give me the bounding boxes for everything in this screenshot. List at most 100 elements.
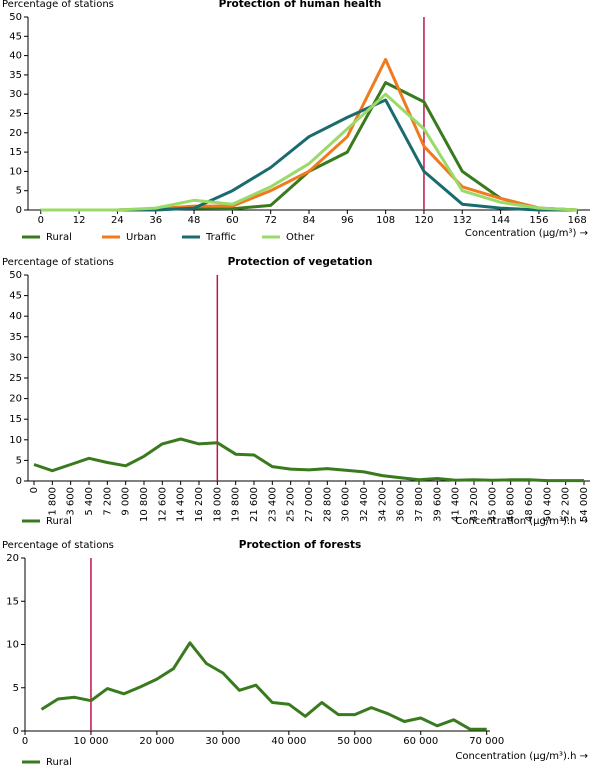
x-tick-label: 30 600 xyxy=(341,487,352,522)
y-tick-label: 0 xyxy=(16,476,22,487)
x-tick-label: 60 xyxy=(226,215,239,226)
x-tick-label: 132 xyxy=(453,215,472,226)
x-tick-label: 1 800 xyxy=(47,487,58,516)
x-tick-label: 108 xyxy=(376,215,395,226)
y-tick-label: 20 xyxy=(9,128,22,139)
x-tick-label: 10 800 xyxy=(139,487,150,522)
x-tick-label: 32 400 xyxy=(359,487,370,522)
x-tick-label: 16 200 xyxy=(194,487,205,522)
legend-label: Urban xyxy=(126,232,156,243)
x-tick-label: 60 000 xyxy=(403,736,438,747)
x-tick-label: 20 000 xyxy=(139,736,174,747)
x-tick-label: 14 400 xyxy=(176,487,187,522)
x-tick-label: 120 xyxy=(414,215,433,226)
x-tick-label: 25 200 xyxy=(286,487,297,522)
x-tick-label: 12 600 xyxy=(157,487,168,522)
x-tick-label: 54 000 xyxy=(579,487,590,522)
legend-label: Rural xyxy=(46,232,72,243)
y-tick-label: 20 xyxy=(9,394,22,405)
x-tick-label: 50 000 xyxy=(337,736,372,747)
x-tick-label: 0 xyxy=(29,487,40,493)
y-tick-label: 35 xyxy=(9,70,22,81)
x-tick-label: 12 xyxy=(73,215,86,226)
y-tick-label: 15 xyxy=(9,147,22,158)
y-tick-label: 45 xyxy=(9,291,22,302)
chart-title: Protection of vegetation xyxy=(228,256,373,268)
x-tick-label: 45 000 xyxy=(487,487,498,522)
x-tick-label: 21 600 xyxy=(249,487,260,522)
y-tick-label: 0 xyxy=(13,726,19,737)
y-tick-label: 0 xyxy=(16,205,22,216)
x-tick-label: 84 xyxy=(303,215,316,226)
x-tick-label: 36 000 xyxy=(396,487,407,522)
series-line xyxy=(33,437,584,483)
x-tick-label: 28 800 xyxy=(322,487,333,522)
y-axis-label: Percentage of stations xyxy=(2,257,114,268)
x-tick-label: 0 xyxy=(38,215,44,226)
y-tick-label: 20 xyxy=(6,553,19,564)
x-tick-label: 144 xyxy=(491,215,510,226)
x-tick-label: 48 600 xyxy=(524,487,535,522)
x-tick-label: 9 000 xyxy=(121,487,132,516)
x-tick-label: 23 400 xyxy=(267,487,278,522)
x-tick-label: 30 000 xyxy=(205,736,240,747)
x-tick-label: 37 800 xyxy=(414,487,425,522)
y-tick-label: 10 xyxy=(9,166,22,177)
y-tick-label: 25 xyxy=(9,373,22,384)
series-line xyxy=(40,58,578,212)
series-line xyxy=(40,92,578,212)
chart-title: Protection of forests xyxy=(239,539,361,551)
y-tick-label: 40 xyxy=(9,311,22,322)
x-tick-label: 43 200 xyxy=(469,487,480,522)
x-tick-label: 96 xyxy=(341,215,354,226)
x-tick-label: 24 xyxy=(111,215,124,226)
x-tick-label: 168 xyxy=(568,215,587,226)
x-tick-label: 156 xyxy=(529,215,548,226)
x-tick-label: 46 800 xyxy=(506,487,517,522)
x-tick-label: 50 400 xyxy=(542,487,553,522)
legend-label: Rural xyxy=(46,516,72,527)
x-tick-label: 39 600 xyxy=(432,487,443,522)
x-tick-label: 3 600 xyxy=(66,487,77,516)
series-line xyxy=(40,641,487,731)
y-tick-label: 10 xyxy=(6,640,19,651)
legend-label: Other xyxy=(286,232,315,243)
x-tick-label: 7 200 xyxy=(102,487,113,516)
y-tick-label: 50 xyxy=(9,12,22,23)
y-tick-label: 50 xyxy=(9,270,22,281)
legend-label: Rural xyxy=(46,757,72,768)
x-axis-label: Concentration (μg/m³) → xyxy=(465,228,588,239)
x-tick-label: 5 400 xyxy=(84,487,95,516)
y-tick-label: 15 xyxy=(6,596,19,607)
series-line xyxy=(40,98,578,212)
y-tick-label: 5 xyxy=(16,455,22,466)
x-tick-label: 70 000 xyxy=(469,736,504,747)
x-tick-label: 40 000 xyxy=(271,736,306,747)
y-tick-label: 5 xyxy=(13,683,19,694)
y-axis-label: Percentage of stations xyxy=(2,0,114,10)
x-axis-label: Concentration (μg/m³).h → xyxy=(455,516,588,527)
y-tick-label: 25 xyxy=(9,109,22,120)
x-axis-label: Concentration (μg/m³).h → xyxy=(455,751,588,762)
y-tick-label: 10 xyxy=(9,435,22,446)
series-line xyxy=(40,81,578,212)
y-tick-label: 45 xyxy=(9,31,22,42)
x-tick-label: 10 000 xyxy=(73,736,108,747)
y-tick-label: 40 xyxy=(9,51,22,62)
y-tick-label: 30 xyxy=(9,352,22,363)
y-tick-label: 35 xyxy=(9,332,22,343)
x-tick-label: 41 400 xyxy=(451,487,462,522)
x-tick-label: 72 xyxy=(264,215,277,226)
y-tick-label: 5 xyxy=(16,186,22,197)
x-tick-label: 36 xyxy=(149,215,162,226)
y-axis-label: Percentage of stations xyxy=(2,540,114,551)
x-tick-label: 27 000 xyxy=(304,487,315,522)
x-tick-label: 34 200 xyxy=(377,487,388,522)
x-tick-label: 48 xyxy=(188,215,201,226)
x-tick-label: 0 xyxy=(22,736,28,747)
legend-label: Traffic xyxy=(205,232,236,243)
y-tick-label: 30 xyxy=(9,89,22,100)
x-tick-label: 18 000 xyxy=(212,487,223,522)
chart-title: Protection of human health xyxy=(219,0,382,10)
